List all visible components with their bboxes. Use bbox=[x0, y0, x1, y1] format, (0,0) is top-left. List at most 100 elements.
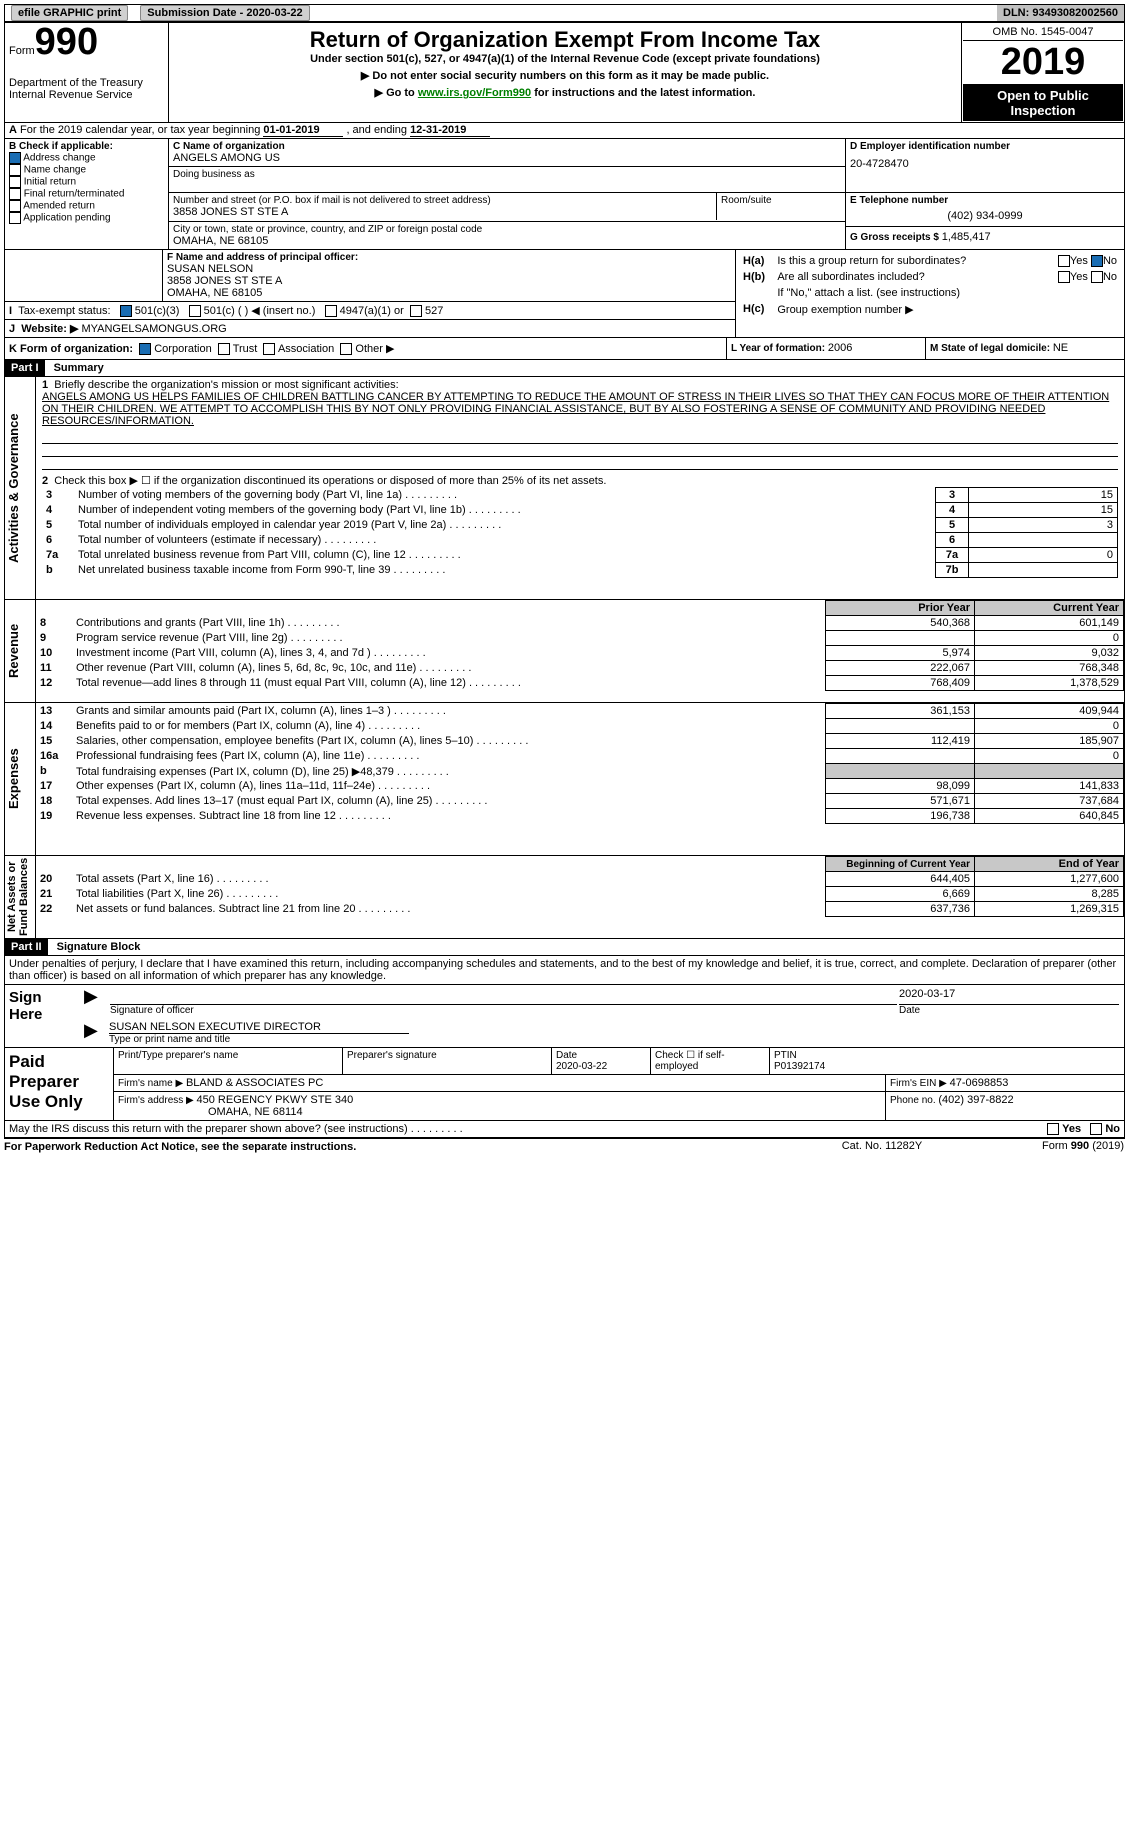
hc-label: H(c) bbox=[742, 302, 774, 317]
form-footer: Form 990 (2019) bbox=[983, 1139, 1125, 1156]
table-row: 16a Professional fundraising fees (Part … bbox=[36, 749, 1124, 764]
sig-date: 2020-03-17 bbox=[899, 988, 1119, 1005]
cat-no: Cat. No. 11282Y bbox=[781, 1139, 983, 1156]
prep-date: 2020-03-22 bbox=[556, 1061, 607, 1072]
officer-addr1: 3858 JONES ST STE A bbox=[167, 275, 731, 287]
table-row: 18 Total expenses. Add lines 13–17 (must… bbox=[36, 794, 1124, 809]
check-self[interactable]: Check ☐ if self-employed bbox=[651, 1048, 770, 1074]
efile-btn[interactable]: efile GRAPHIC print bbox=[5, 5, 134, 21]
website-url[interactable]: MYANGELSAMONGUS.ORG bbox=[81, 323, 226, 335]
sign-here-label: Sign Here bbox=[5, 985, 84, 1048]
line1-text: Briefly describe the organization's miss… bbox=[54, 379, 398, 391]
box-e-label: E Telephone number bbox=[850, 195, 1120, 206]
website-label: Website: ▶ bbox=[21, 323, 78, 335]
box-d-label: D Employer identification number bbox=[850, 141, 1120, 152]
ha-no[interactable] bbox=[1091, 255, 1103, 267]
firm-ein: 47-0698853 bbox=[950, 1077, 1009, 1089]
open-to-public: Open to Public Inspection bbox=[963, 85, 1123, 121]
box-m-label: M State of legal domicile: bbox=[930, 343, 1053, 354]
table-row: 22 Net assets or fund balances. Subtract… bbox=[36, 902, 1124, 917]
table-row: b Net unrelated business taxable income … bbox=[42, 563, 1118, 578]
ha-label: H(a) bbox=[742, 254, 774, 268]
date-label: Date bbox=[899, 1005, 1119, 1016]
table-row: 20 Total assets (Part X, line 16) 644,40… bbox=[36, 872, 1124, 887]
table-row: 6 Total number of volunteers (estimate i… bbox=[42, 533, 1118, 548]
revenue-label: Revenue bbox=[6, 601, 21, 701]
submission-date: Submission Date - 2020-03-22 bbox=[134, 5, 315, 21]
check-app-pending[interactable]: Application pending bbox=[9, 212, 164, 224]
firm-phone: (402) 397-8822 bbox=[938, 1094, 1013, 1106]
paperwork-notice: For Paperwork Reduction Act Notice, see … bbox=[4, 1139, 781, 1156]
ptin: P01392174 bbox=[774, 1061, 825, 1072]
table-row: 11 Other revenue (Part VIII, column (A),… bbox=[36, 661, 1124, 676]
table-row: 5 Total number of individuals employed i… bbox=[42, 518, 1118, 533]
check-501c3[interactable] bbox=[120, 305, 132, 317]
irs-link[interactable]: www.irs.gov/Form990 bbox=[418, 87, 531, 99]
room-label: Room/suite bbox=[721, 195, 841, 206]
netassets-label: Net Assets or Fund Balances bbox=[6, 857, 30, 937]
may-irs-yes[interactable] bbox=[1047, 1123, 1059, 1135]
part1-header-row: Part I Summary bbox=[4, 360, 1125, 377]
hc-text: Group exemption number ▶ bbox=[776, 302, 1118, 317]
table-row: 12 Total revenue—add lines 8 through 11 … bbox=[36, 676, 1124, 691]
hb-text: Are all subordinates included? bbox=[776, 270, 1033, 284]
hb-yes[interactable] bbox=[1058, 271, 1070, 283]
end-hdr: End of Year bbox=[975, 857, 1124, 872]
table-row: 3 Number of voting members of the govern… bbox=[42, 488, 1118, 503]
note-link: ▶ Go to www.irs.gov/Form990 for instruct… bbox=[173, 86, 957, 99]
table-row: 7a Total unrelated business revenue from… bbox=[42, 548, 1118, 563]
tax-exempt-label: Tax-exempt status: bbox=[18, 305, 110, 317]
form-label: Form bbox=[9, 45, 35, 57]
part2-hdr: Part II bbox=[5, 939, 48, 955]
table-row: 19 Revenue less expenses. Subtract line … bbox=[36, 809, 1124, 824]
table-row: 21 Total liabilities (Part X, line 26) 6… bbox=[36, 887, 1124, 902]
header-block: Form990 Department of the Treasury Inter… bbox=[4, 22, 1125, 123]
gross-receipts: 1,485,417 bbox=[942, 231, 991, 243]
table-row: 4 Number of independent voting members o… bbox=[42, 503, 1118, 518]
check-527[interactable] bbox=[410, 305, 422, 317]
revenue-table: Prior Year Current Year 8 Contributions … bbox=[36, 600, 1124, 691]
check-trust[interactable] bbox=[218, 343, 230, 355]
ha-yes[interactable] bbox=[1058, 255, 1070, 267]
check-name-change[interactable]: Name change bbox=[9, 164, 164, 176]
expenses-label: Expenses bbox=[6, 704, 21, 854]
check-4947[interactable] bbox=[325, 305, 337, 317]
street-label: Number and street (or P.O. box if mail i… bbox=[173, 195, 712, 206]
check-amended[interactable]: Amended return bbox=[9, 200, 164, 212]
check-initial[interactable]: Initial return bbox=[9, 176, 164, 188]
ha-text: Is this a group return for subordinates? bbox=[776, 254, 1033, 268]
prep-sig-label: Preparer's signature bbox=[343, 1048, 552, 1074]
begin-hdr: Beginning of Current Year bbox=[826, 857, 975, 872]
officer-printed: SUSAN NELSON EXECUTIVE DIRECTOR bbox=[109, 1021, 409, 1034]
check-other[interactable] bbox=[340, 343, 352, 355]
note-ssn: ▶ Do not enter social security numbers o… bbox=[173, 69, 957, 82]
firm-name: BLAND & ASSOCIATES PC bbox=[186, 1077, 323, 1089]
check-501c[interactable] bbox=[189, 305, 201, 317]
table-row: 10 Investment income (Part VIII, column … bbox=[36, 646, 1124, 661]
table-row: 9 Program service revenue (Part VIII, li… bbox=[36, 631, 1124, 646]
table-row: 15 Salaries, other compensation, employe… bbox=[36, 734, 1124, 749]
tax-year: 2019 bbox=[963, 41, 1123, 85]
activities-label: Activities & Governance bbox=[6, 378, 21, 598]
table-row: 13 Grants and similar amounts paid (Part… bbox=[36, 704, 1124, 719]
hb-no[interactable] bbox=[1091, 271, 1103, 283]
part1-hdr: Part I bbox=[5, 360, 45, 376]
perjury-text: Under penalties of perjury, I declare th… bbox=[4, 955, 1125, 985]
check-assoc[interactable] bbox=[263, 343, 275, 355]
part2-header-row: Part II Signature Block bbox=[4, 939, 1125, 955]
org-name: ANGELS AMONG US bbox=[173, 152, 841, 164]
may-irs-no[interactable] bbox=[1090, 1123, 1102, 1135]
check-final[interactable]: Final return/terminated bbox=[9, 188, 164, 200]
ein: 20-4728470 bbox=[850, 158, 1120, 170]
part1-title: Summary bbox=[48, 360, 110, 376]
firm-addr2: OMAHA, NE 68114 bbox=[208, 1106, 303, 1118]
dba-label: Doing business as bbox=[173, 169, 841, 180]
check-addr-change[interactable]: Address change bbox=[9, 152, 164, 164]
box-l-label: L Year of formation: bbox=[731, 343, 828, 354]
check-corp[interactable] bbox=[139, 343, 151, 355]
sig-officer-label: Signature of officer bbox=[110, 1005, 897, 1016]
omb-number: OMB No. 1545-0047 bbox=[963, 24, 1123, 41]
year-formation: 2006 bbox=[828, 342, 852, 354]
dln: DLN: 93493082002560 bbox=[997, 5, 1124, 21]
tax-period: A For the 2019 calendar year, or tax yea… bbox=[4, 123, 1125, 139]
